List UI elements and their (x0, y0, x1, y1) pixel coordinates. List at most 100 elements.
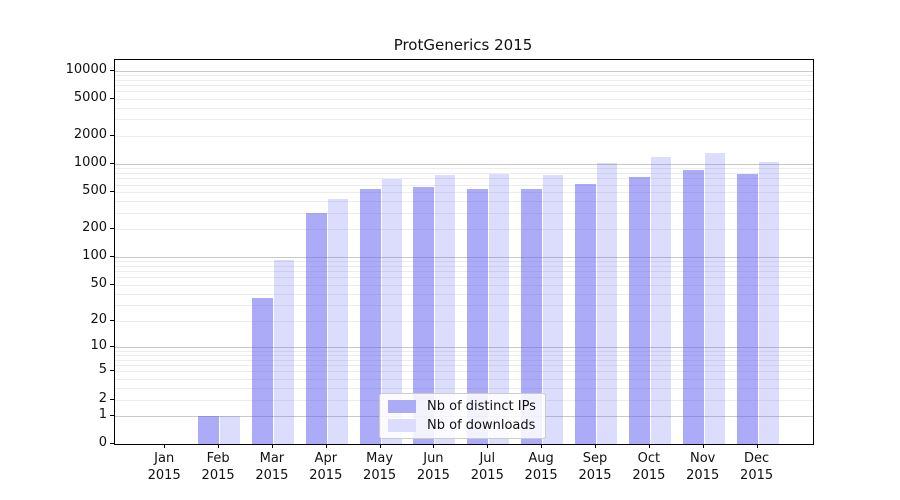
gridline-minor (115, 192, 813, 193)
bar-downloads-mar (273, 260, 294, 444)
gridline-major (115, 346, 813, 348)
y-tick-mark (110, 255, 114, 257)
y-tick-mark (110, 414, 114, 416)
x-tick-label: Oct 2015 (632, 451, 666, 483)
y-tick-mark (110, 97, 114, 99)
bar-ips-may (359, 188, 381, 444)
gridline-minor (115, 378, 813, 380)
bar-downloads-may (381, 179, 402, 444)
gridline-minor (115, 350, 813, 352)
bar-downloads-dec (758, 162, 779, 444)
x-tick-mark (648, 444, 650, 448)
x-tick-mark (702, 444, 704, 448)
x-tick-label: Mar 2015 (255, 451, 289, 483)
x-tick-mark (756, 444, 758, 448)
y-tick-label: 1000 (73, 154, 107, 170)
x-tick-label: Aug 2015 (524, 451, 558, 483)
gridline-minor (115, 371, 813, 373)
gridline-minor (115, 284, 813, 286)
bar-downloads-apr (327, 199, 348, 444)
x-tick-label: Feb 2015 (201, 451, 235, 483)
gridline-minor (115, 119, 813, 121)
gridline-minor (115, 261, 813, 263)
gridline-minor (115, 387, 813, 389)
y-tick-mark (110, 443, 114, 444)
gridline-minor (115, 85, 813, 87)
x-tick-mark (325, 444, 327, 448)
bar-ips-feb (198, 415, 220, 444)
y-tick-mark (110, 134, 114, 136)
y-tick-label: 2000 (73, 126, 107, 142)
x-tick-mark (541, 444, 543, 448)
y-tick-mark (110, 345, 114, 347)
y-tick-mark (110, 191, 114, 192)
x-tick-mark (433, 444, 435, 448)
bar-ips-jun (413, 186, 435, 444)
bar-downloads-jul (489, 174, 510, 444)
gridline-minor (115, 91, 813, 93)
gridline-major (115, 163, 813, 165)
bar-ips-aug (521, 188, 543, 444)
bar-downloads-aug (543, 174, 564, 444)
y-tick-label: 100 (82, 247, 107, 263)
y-tick-label: 50 (90, 275, 107, 291)
bar-ips-jul (467, 188, 489, 444)
gridline-minor (115, 271, 813, 273)
bar-downloads-jun (435, 175, 456, 444)
legend-label-downloads: Nb of downloads (427, 418, 536, 433)
chart-title: ProtGenerics 2015 (393, 36, 533, 54)
y-tick-label: 5 (98, 362, 107, 378)
gridline-minor (115, 304, 813, 306)
gridline-minor (115, 135, 813, 137)
x-tick-mark (164, 444, 166, 448)
bar-downloads-nov (704, 153, 725, 444)
legend-item-downloads: Nb of downloads (388, 418, 536, 433)
x-tick-mark (218, 444, 220, 448)
bar-downloads-feb (220, 415, 241, 444)
x-tick-label: Nov 2015 (686, 451, 720, 483)
gridline-minor (115, 98, 813, 100)
gridline-minor (115, 365, 813, 367)
x-tick-label: Apr 2015 (309, 451, 343, 483)
legend-swatch-distinct-ips (388, 400, 416, 413)
gridline-minor (115, 212, 813, 214)
gridline-minor (115, 293, 813, 295)
x-tick-label: Jul 2015 (470, 451, 504, 483)
gridline-minor (115, 354, 813, 356)
y-tick-label: 0 (98, 435, 107, 450)
y-tick-label: 1 (98, 406, 107, 422)
gridline-minor (115, 359, 813, 361)
gridline-minor (115, 184, 813, 186)
bar-ips-apr (305, 212, 327, 444)
gridline-minor (115, 74, 813, 76)
y-tick-label: 2 (98, 390, 107, 406)
y-tick-label: 20 (90, 311, 107, 327)
gridline-minor (115, 320, 813, 322)
y-tick-label: 10 (90, 337, 107, 353)
legend-label-distinct-ips: Nb of distinct IPs (427, 399, 536, 414)
y-tick-mark (110, 319, 114, 321)
x-tick-mark (487, 444, 489, 448)
legend: Nb of distinct IPs Nb of downloads (379, 393, 546, 439)
y-tick-mark (110, 69, 114, 71)
bar-ips-mar (251, 297, 273, 444)
y-tick-mark (110, 228, 114, 229)
x-tick-mark (271, 444, 273, 448)
bar-downloads-oct (650, 156, 671, 444)
gridline-minor (115, 229, 813, 230)
y-tick-label: 500 (82, 183, 107, 198)
gridline-minor (115, 173, 813, 174)
gridline-minor (115, 178, 813, 180)
x-tick-mark (379, 444, 381, 448)
gridline-minor (115, 265, 813, 267)
x-tick-label: Jan 2015 (147, 451, 181, 483)
x-tick-label: May 2015 (363, 451, 397, 483)
bar-ips-sep (575, 183, 596, 444)
x-tick-label: Jun 2015 (416, 451, 450, 483)
gridline-minor (115, 168, 813, 170)
bar-ips-dec (736, 174, 758, 444)
gridline-major (115, 70, 813, 72)
gridline-minor (115, 107, 813, 109)
y-tick-mark (110, 283, 114, 285)
